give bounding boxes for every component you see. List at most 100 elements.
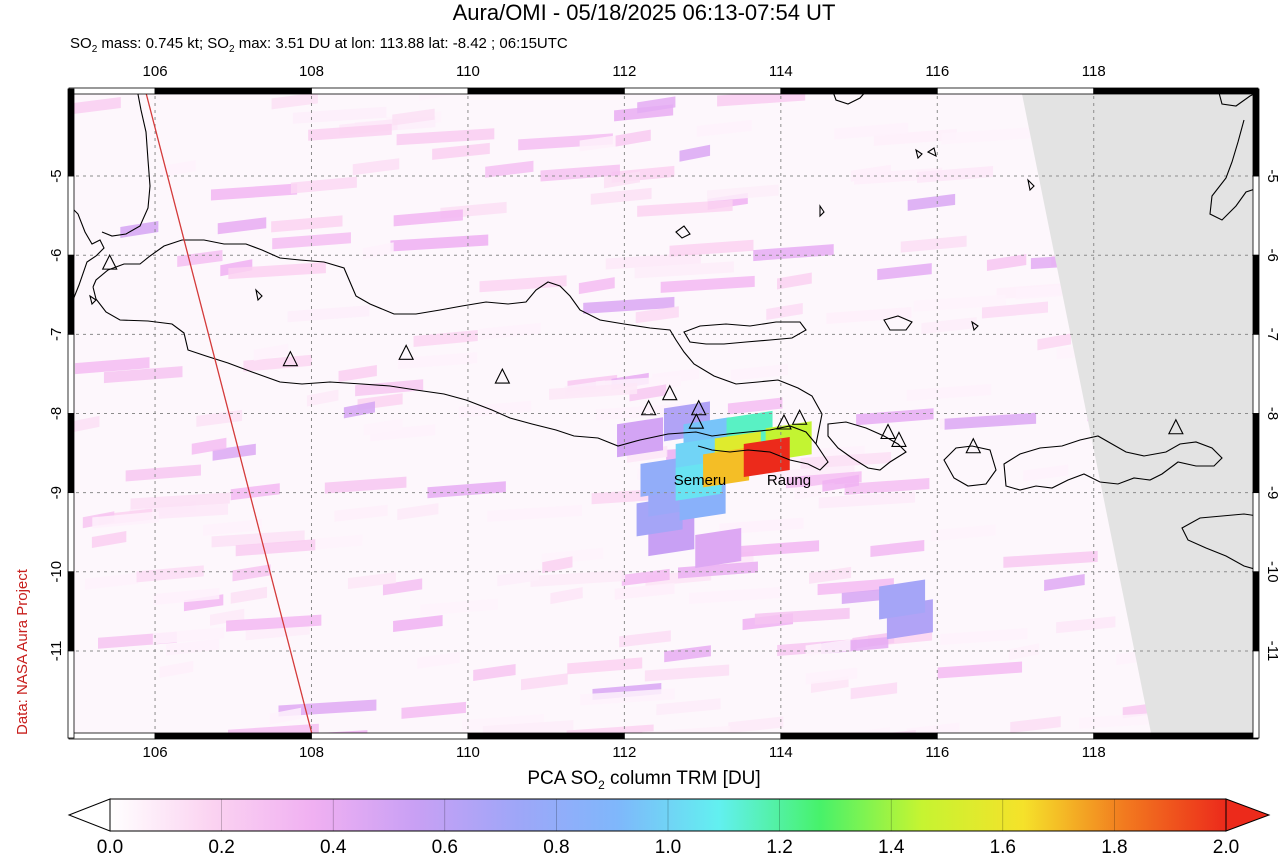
volcano-label-semeru: Semeru xyxy=(674,472,727,489)
volcano-triangle-icon xyxy=(880,423,896,440)
lon-tick-label-bottom: 106 xyxy=(143,744,168,761)
lat-tick-label-left: -8 xyxy=(48,407,65,420)
noise-stripe xyxy=(212,443,256,461)
lon-tick-label-top: 110 xyxy=(456,63,480,80)
volcano-triangle-icon xyxy=(398,344,415,360)
noise-stripe xyxy=(92,511,159,529)
noise-stripe xyxy=(370,424,436,442)
noise-stripe xyxy=(542,556,573,574)
lon-tick-label-bottom: 114 xyxy=(769,744,793,761)
frame-band-left xyxy=(67,88,75,177)
madura-coast xyxy=(683,321,807,345)
so2-pixel xyxy=(879,579,926,620)
frame-band-right xyxy=(1252,333,1260,414)
coastlines xyxy=(69,89,1258,571)
volcano-markers xyxy=(101,253,1184,454)
noise-stripe xyxy=(427,481,506,499)
small-island-4 xyxy=(1027,178,1035,192)
frame-band-right xyxy=(1252,492,1260,573)
noise-stripe xyxy=(230,483,280,501)
noise-stripe xyxy=(393,614,443,632)
so2-summary: SO2 mass: 0.745 kt; SO2 max: 3.51 DU at … xyxy=(70,35,568,55)
noise-stripe xyxy=(1023,464,1069,482)
frame-band-top xyxy=(311,87,469,95)
noise-stripe xyxy=(497,569,540,587)
lon-tick-label-bottom: 118 xyxy=(1082,744,1106,761)
noise-stripe xyxy=(278,699,377,717)
sumatra-east-coast xyxy=(101,89,151,237)
lon-tick-label-bottom: 112 xyxy=(612,744,636,761)
orbit-swath-edge xyxy=(144,88,314,739)
noise-stripe xyxy=(324,476,407,494)
noise-stripe xyxy=(271,92,318,110)
frame-band-top xyxy=(936,87,1095,95)
noise-stripe xyxy=(235,539,316,557)
so2-pixel xyxy=(695,528,742,569)
noise-stripe xyxy=(196,409,243,427)
lat-tick-label-left: -7 xyxy=(48,328,65,341)
java-coast xyxy=(92,239,829,471)
noise-stripe xyxy=(822,474,859,492)
noise-stripe xyxy=(243,354,312,372)
lon-tick-label-top: 114 xyxy=(769,63,793,80)
lon-tick-label-top: 112 xyxy=(612,63,636,80)
noise-stripe xyxy=(487,504,583,522)
noise-stripe xyxy=(338,364,377,382)
noise-stripe xyxy=(159,660,194,678)
frame-band-left xyxy=(67,175,75,256)
noise-stripe xyxy=(800,451,892,469)
noise-stripe xyxy=(834,122,909,140)
frame-band-right xyxy=(1252,88,1260,177)
so2-pixel xyxy=(743,437,790,478)
so2-pixels xyxy=(617,401,933,640)
noise-stripe xyxy=(753,244,834,262)
noise-stripe xyxy=(590,187,652,205)
noise-stripe xyxy=(272,232,351,250)
noise-stripe xyxy=(397,503,439,521)
lat-tick-label-left: -5 xyxy=(48,169,65,182)
noise-stripe xyxy=(1056,616,1116,634)
noise-stripe xyxy=(397,352,478,370)
colorbar-tick-label: 1.8 xyxy=(1101,837,1127,855)
noise-stripe xyxy=(856,408,934,426)
noise-stripe xyxy=(549,382,638,400)
noise-stripe xyxy=(1044,574,1085,592)
volcano-triangle-icon xyxy=(101,253,118,270)
noise-stripe xyxy=(900,235,967,253)
volcano-triangle-icon xyxy=(776,413,792,430)
noise-stripe xyxy=(210,608,245,626)
noise-stripe xyxy=(637,199,733,217)
lombok-coast xyxy=(943,445,997,487)
noise-stripe xyxy=(269,707,302,725)
so2-pixel xyxy=(617,417,664,458)
lat-tick-label-left: -11 xyxy=(48,641,65,662)
volcano-triangle-icon xyxy=(791,409,808,425)
noise-stripe xyxy=(308,123,392,141)
volcano-triangle-icon xyxy=(965,437,982,454)
noise-stripe xyxy=(621,568,670,586)
noise-stripe xyxy=(334,504,388,522)
lat-lon-grid xyxy=(69,89,1258,738)
noise-stripe xyxy=(873,128,957,146)
noise-stripe xyxy=(809,566,852,584)
noise-stripe xyxy=(777,272,812,290)
noise-stripe xyxy=(805,667,858,685)
noise-stripe xyxy=(518,133,613,151)
axis-labels: 106 106 108 108 110 110 112 112 114 114 116 116 118 1… xyxy=(48,63,1281,761)
noise-stripe xyxy=(1003,550,1098,568)
small-island-1 xyxy=(915,148,923,160)
noise-stripe xyxy=(69,415,100,433)
noise-stripe xyxy=(907,193,956,211)
noise-stripe xyxy=(619,630,671,648)
bawean-island xyxy=(675,225,691,239)
noise-stripe xyxy=(579,134,623,152)
lon-tick-label-top: 118 xyxy=(1082,63,1106,80)
noise-stripe xyxy=(614,582,675,600)
lat-tick-label-right: -8 xyxy=(1264,407,1281,420)
noise-stripe xyxy=(485,160,534,178)
lat-tick-label-right: -10 xyxy=(1264,561,1281,583)
frame-band-right xyxy=(1252,254,1260,335)
noise-stripe xyxy=(930,524,996,542)
lon-tick-label-bottom: 110 xyxy=(456,744,480,761)
